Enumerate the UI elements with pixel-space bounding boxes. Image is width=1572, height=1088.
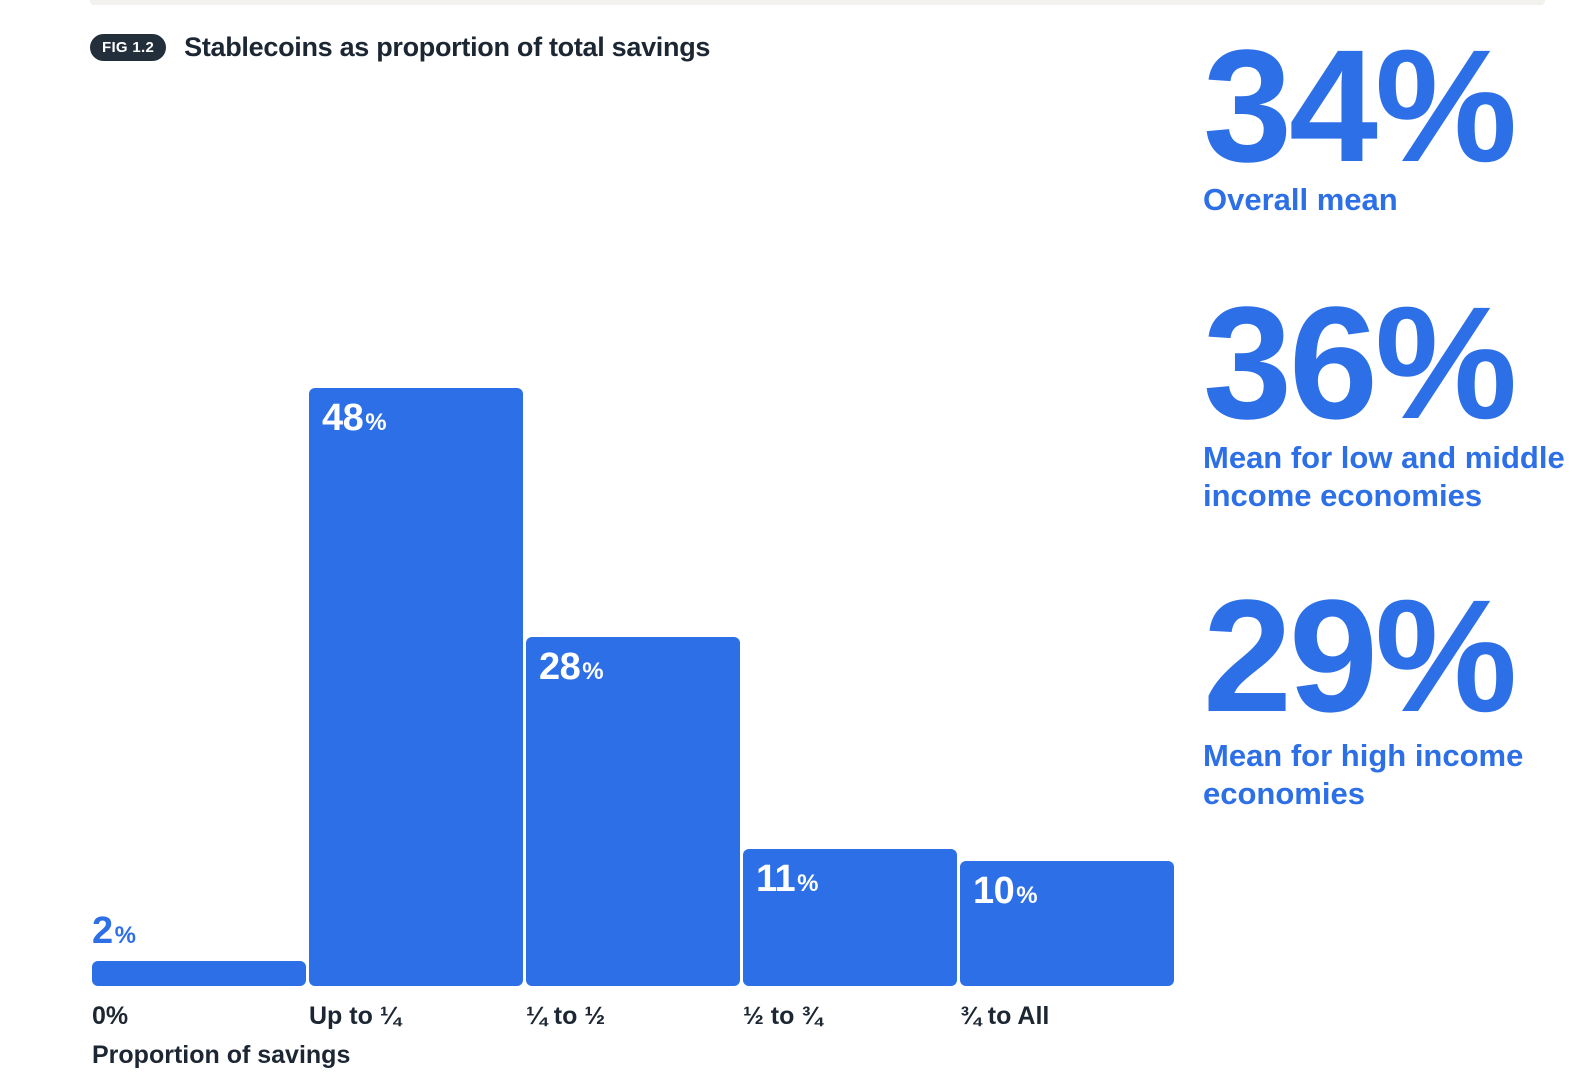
figure-tag-badge: FIG 1.2 <box>90 33 167 61</box>
x-tick-label: ¼ to ½ <box>526 1002 606 1030</box>
percent-sign: % <box>365 409 387 436</box>
x-tick-label: Up to ¼ <box>309 1002 401 1030</box>
x-tick-label: 0% <box>92 1002 129 1030</box>
bar: 28% <box>526 637 740 986</box>
stat-overall-mean-value: 34% <box>1203 16 1517 195</box>
bar-group-up-to-quarter: 48% <box>309 388 523 986</box>
bar-value-number: 2 <box>92 910 113 952</box>
stat-overall-mean-label: Overall mean <box>1203 182 1398 217</box>
x-axis-labels: 0% Up to ¼ ¼ to ½ ½ to ¾ ¾ to All <box>92 1002 1174 1031</box>
x-axis-title: Proportion of savings <box>92 1041 351 1069</box>
figure-title: Stablecoins as proportion of total savin… <box>184 31 711 62</box>
x-tick-label: ¾ to All <box>960 1002 1050 1030</box>
bar <box>92 961 306 986</box>
bar-value-label: 48% <box>322 397 387 440</box>
bar: 11% <box>743 849 957 986</box>
bar: 10% <box>960 861 1174 986</box>
percent-sign: % <box>114 922 136 949</box>
percent-sign: % <box>1016 882 1038 909</box>
percent-sign: % <box>797 870 819 897</box>
bar-value-label: 28% <box>539 646 604 689</box>
bar-value-number: 28 <box>539 646 581 688</box>
x-tick-label: ½ to ¾ <box>743 1002 823 1030</box>
stat-low-middle-income-value: 36% <box>1203 273 1517 452</box>
bar-group-half-to-three-quarters: 11% <box>743 388 957 986</box>
stat-high-income-value: 29% <box>1203 566 1517 745</box>
bar-group-quarter-to-half: 28% <box>526 388 740 986</box>
bar-value-label: 10% <box>973 870 1038 913</box>
stat-high-income-label: Mean for high income economies <box>1203 738 1524 811</box>
figure-header: FIG 1.2 Stablecoins as proportion of tot… <box>90 31 711 62</box>
bar-value-label: 2% <box>92 910 306 953</box>
bar-value-number: 48 <box>322 397 364 439</box>
bar-value-label: 11% <box>756 858 819 901</box>
bar-group-0-percent: 2% <box>92 388 306 986</box>
bar: 48% <box>309 388 523 986</box>
bar-chart: 2% 48% 28% 11% <box>92 388 1174 986</box>
bar-value-number: 11 <box>756 858 796 900</box>
percent-sign: % <box>582 658 604 685</box>
bar-group-three-quarters-to-all: 10% <box>960 388 1174 986</box>
top-card-edge <box>90 0 1545 5</box>
stat-low-middle-income-label: Mean for low and middle income economies <box>1203 440 1565 513</box>
bar-value-number: 10 <box>973 870 1015 912</box>
